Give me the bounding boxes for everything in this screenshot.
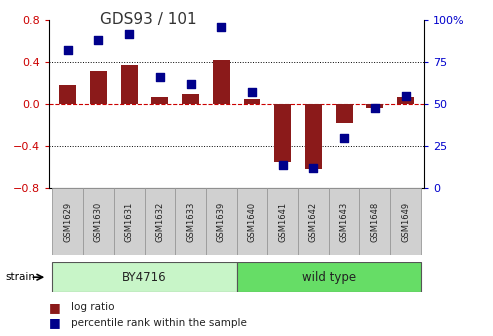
Bar [182,94,199,104]
Text: GSM1631: GSM1631 [125,202,134,242]
Text: GSM1648: GSM1648 [370,202,379,242]
Text: GSM1649: GSM1649 [401,202,410,242]
Bar [329,188,359,255]
Point [402,93,410,98]
Text: percentile rank within the sample: percentile rank within the sample [71,318,247,328]
Text: GSM1642: GSM1642 [309,202,318,242]
Text: GSM1629: GSM1629 [63,202,72,242]
Point [310,165,317,171]
Point [248,90,256,95]
Bar [114,188,144,255]
Text: ■: ■ [49,316,61,329]
Text: GSM1640: GSM1640 [247,202,256,242]
Point [187,81,195,87]
Point [217,24,225,30]
Bar [298,188,329,255]
Point [340,135,348,140]
Point [125,31,133,36]
Point [156,75,164,80]
Text: BY4716: BY4716 [122,271,167,284]
Bar [144,188,175,255]
Bar [244,99,260,104]
Bar [274,104,291,162]
Bar [90,71,107,104]
Bar [206,188,237,255]
Point [64,48,71,53]
Text: GSM1643: GSM1643 [340,202,349,242]
Bar [52,262,237,292]
Point [279,162,286,167]
Point [95,38,103,43]
Point [371,105,379,110]
Text: wild type: wild type [302,271,356,284]
Bar [121,65,138,104]
Text: strain: strain [5,272,35,282]
Text: GDS93 / 101: GDS93 / 101 [100,12,196,27]
Text: GSM1639: GSM1639 [217,202,226,242]
Text: ■: ■ [49,301,61,314]
Bar [267,188,298,255]
Bar [237,188,267,255]
Bar [83,188,114,255]
Bar [359,188,390,255]
Bar [237,262,421,292]
Bar [52,188,83,255]
Text: log ratio: log ratio [71,302,115,312]
Text: GSM1641: GSM1641 [278,202,287,242]
Bar [336,104,352,123]
Bar [175,188,206,255]
Text: GSM1630: GSM1630 [94,202,103,242]
Bar [213,60,230,104]
Bar [151,97,168,104]
Text: GSM1632: GSM1632 [155,202,164,242]
Bar [397,97,414,104]
Text: GSM1633: GSM1633 [186,202,195,242]
Bar [390,188,421,255]
Bar [59,85,76,104]
Bar [305,104,322,169]
Bar [366,104,383,109]
